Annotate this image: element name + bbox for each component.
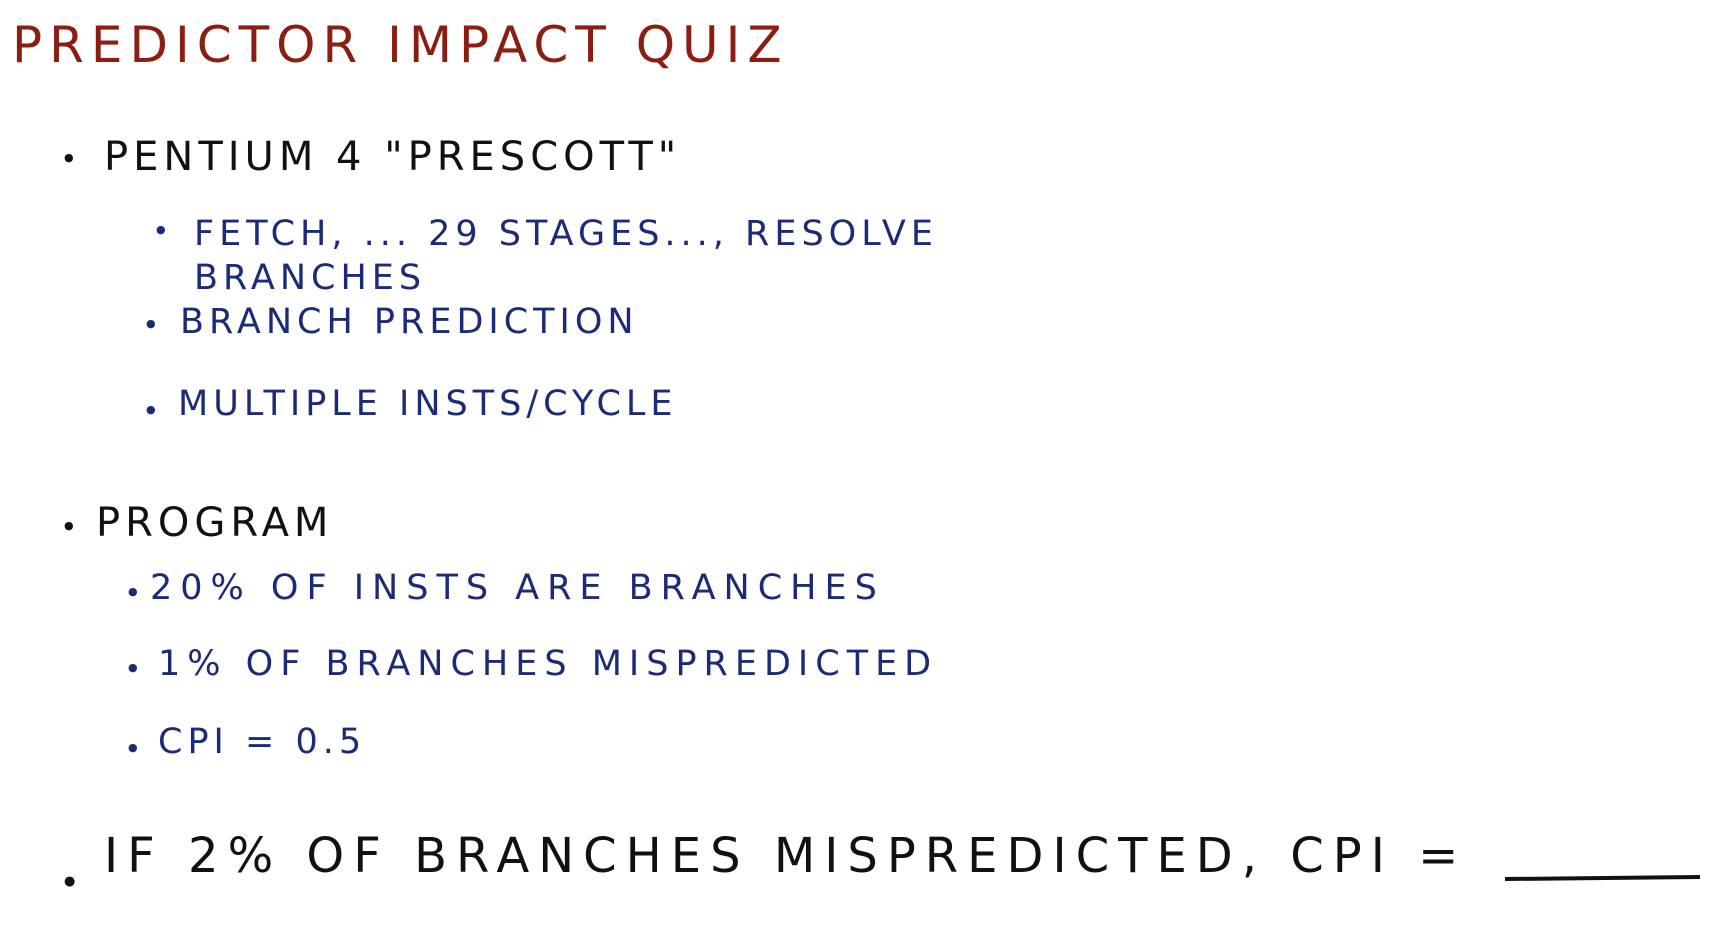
- list-item-fetch-stages: FETCH, ... 29 STAGES..., RESOLVE BRANCHE…: [194, 214, 938, 298]
- answer-blank[interactable]: [1504, 874, 1701, 882]
- quiz-question: IF 2% OF BRANCHES MISPREDICTED, CPI =: [104, 828, 1468, 884]
- section-heading-pentium: PENTIUM 4 "PRESCOTT": [104, 134, 682, 180]
- list-item-cpi: CPI = 0.5: [158, 722, 367, 762]
- list-item-mispredicted: 1% OF BRANCHES MISPREDICTED: [158, 644, 939, 684]
- list-item-multiple-insts: MULTIPLE INSTS/CYCLE: [178, 384, 678, 424]
- bullet-point: ●: [128, 741, 138, 754]
- bullet-point: ●: [64, 519, 74, 532]
- bullet-point: ●: [146, 317, 156, 330]
- bullet-point: ●: [128, 585, 138, 598]
- section-heading-program: PROGRAM: [96, 500, 334, 546]
- bullet-point: ●: [64, 874, 76, 889]
- page-title: PREDICTOR IMPACT QUIZ: [12, 16, 789, 74]
- list-item-branch-prediction: BRANCH PREDICTION: [180, 302, 639, 342]
- bullet-point: ●: [64, 151, 74, 164]
- list-item-branch-percent: 20% OF INSTS ARE BRANCHES: [150, 568, 885, 608]
- bullet-point: ●: [156, 223, 166, 236]
- bullet-point: ●: [146, 403, 156, 416]
- bullet-point: ●: [128, 661, 138, 674]
